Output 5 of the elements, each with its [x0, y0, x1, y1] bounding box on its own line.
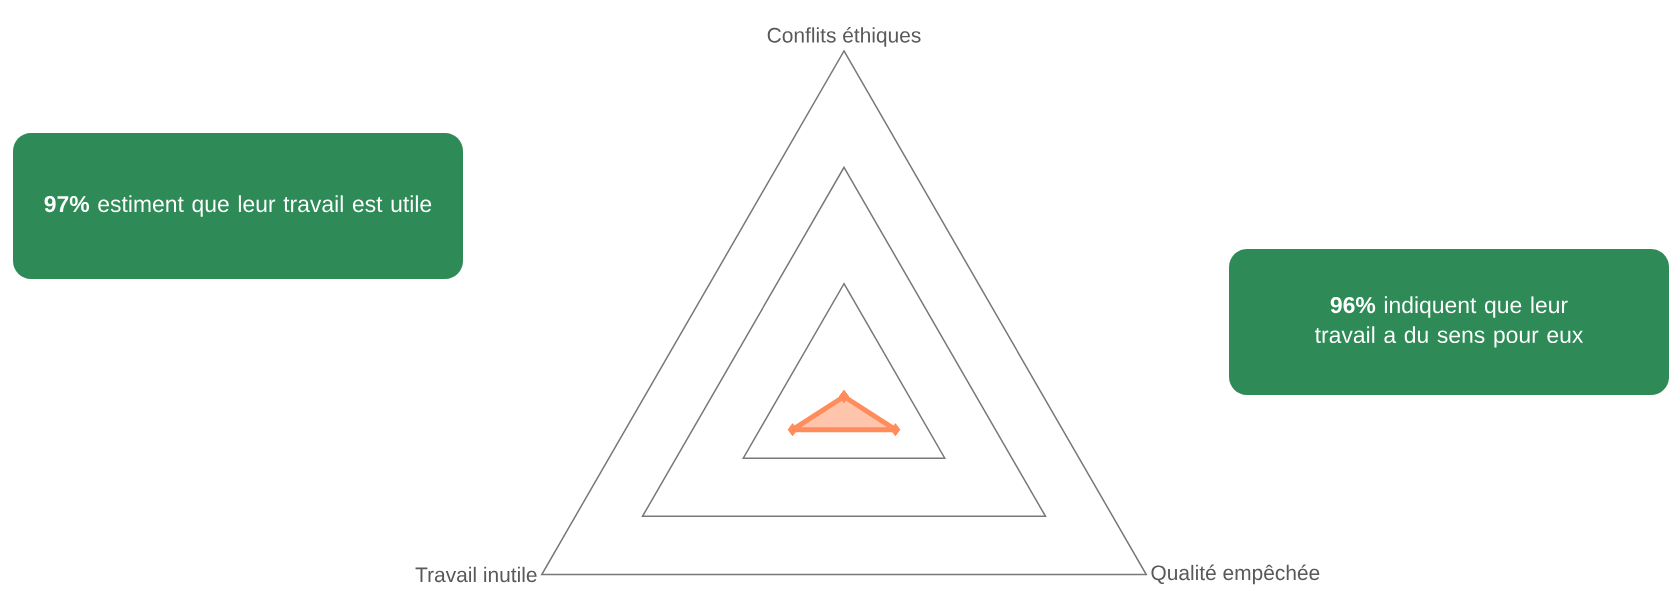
spoke-label: Qualité empêchée: [1151, 564, 1320, 585]
text: 97% estiment que leur travail est utile: [44, 195, 432, 217]
spoke-label: Travail inutile: [415, 566, 537, 583]
spoke-label: Conflits éthiques: [767, 27, 921, 47]
text: 96% indiquent que leur travail a du sens pour eux: [1314, 296, 1584, 348]
